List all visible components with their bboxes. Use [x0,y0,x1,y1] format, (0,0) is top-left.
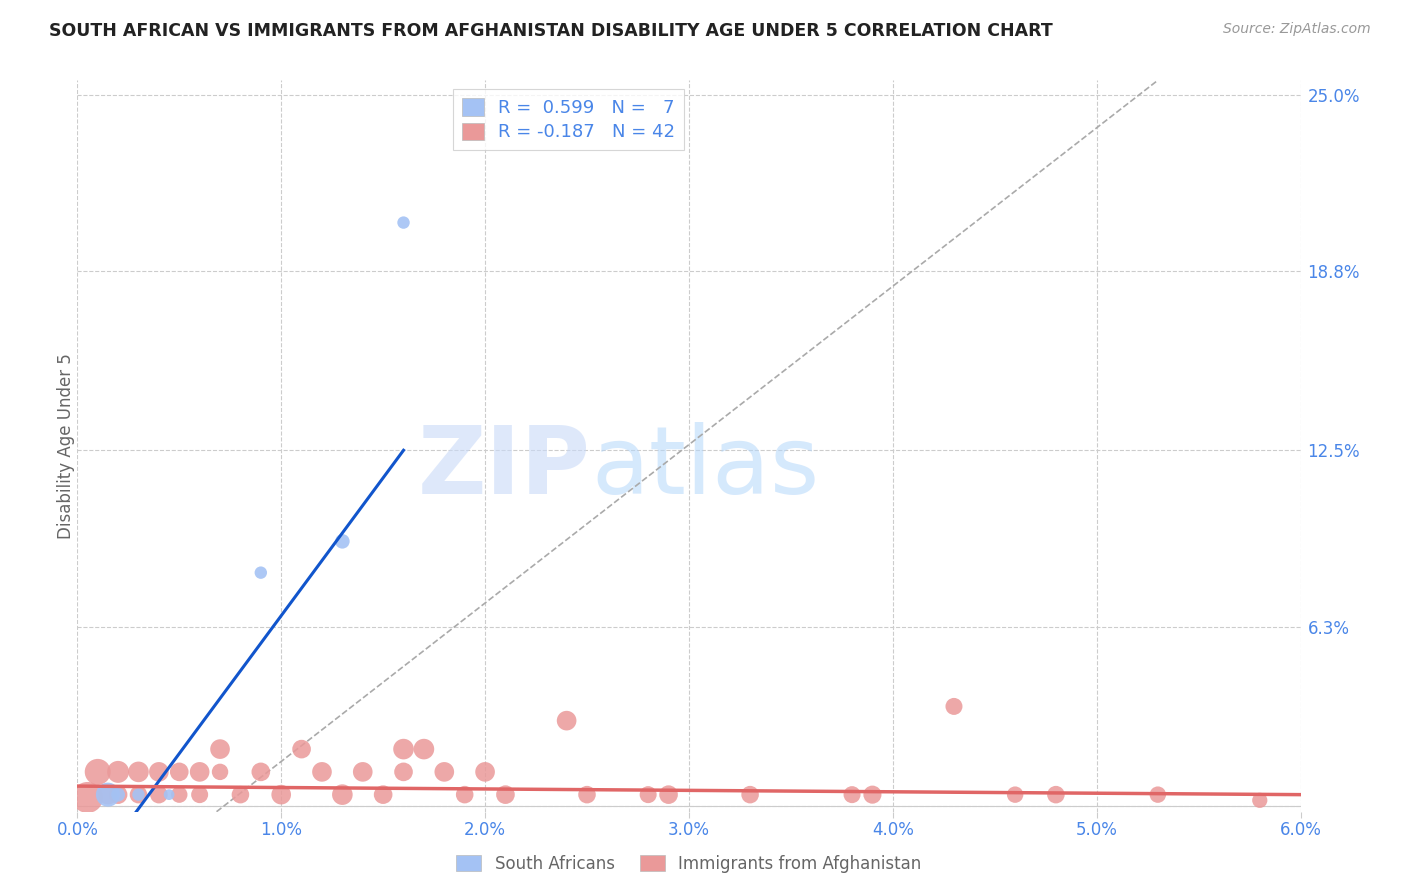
Point [862,788,884,802]
Point [188,764,211,779]
Point [76,790,98,805]
Point [352,764,374,779]
Point [311,764,333,779]
Point [107,764,129,779]
Text: atlas: atlas [591,422,820,514]
Point [637,788,659,802]
Point [392,742,415,756]
Point [392,216,415,230]
Point [188,788,211,802]
Point [157,788,180,802]
Point [107,788,129,802]
Point [1045,788,1067,802]
Point [943,699,966,714]
Point [229,788,252,802]
Text: Source: ZipAtlas.com: Source: ZipAtlas.com [1223,22,1371,37]
Legend: R =  0.599   N =   7, R = -0.187   N = 42: R = 0.599 N = 7, R = -0.187 N = 42 [453,89,685,151]
Point [658,788,681,802]
Point [332,534,354,549]
Point [128,764,150,779]
Point [433,764,456,779]
Y-axis label: Disability Age Under 5: Disability Age Under 5 [58,353,75,539]
Point [128,788,150,802]
Point [291,742,314,756]
Point [250,764,273,779]
Legend: South Africans, Immigrants from Afghanistan: South Africans, Immigrants from Afghanis… [450,848,928,880]
Point [474,764,496,779]
Point [371,788,394,802]
Point [1147,788,1170,802]
Point [740,788,762,802]
Point [87,764,110,779]
Point [107,788,129,802]
Point [1249,793,1271,807]
Point [128,788,150,802]
Point [392,764,415,779]
Point [332,788,354,802]
Point [270,788,292,802]
Point [454,788,477,802]
Point [209,764,232,779]
Point [841,788,863,802]
Point [576,788,599,802]
Point [495,788,517,802]
Point [209,742,232,756]
Point [169,764,191,779]
Point [148,764,170,779]
Point [148,788,170,802]
Point [250,566,273,580]
Text: ZIP: ZIP [418,422,591,514]
Point [169,788,191,802]
Point [1004,788,1026,802]
Point [555,714,578,728]
Point [97,788,120,802]
Point [413,742,436,756]
Point [97,788,120,802]
Text: SOUTH AFRICAN VS IMMIGRANTS FROM AFGHANISTAN DISABILITY AGE UNDER 5 CORRELATION : SOUTH AFRICAN VS IMMIGRANTS FROM AFGHANI… [49,22,1053,40]
